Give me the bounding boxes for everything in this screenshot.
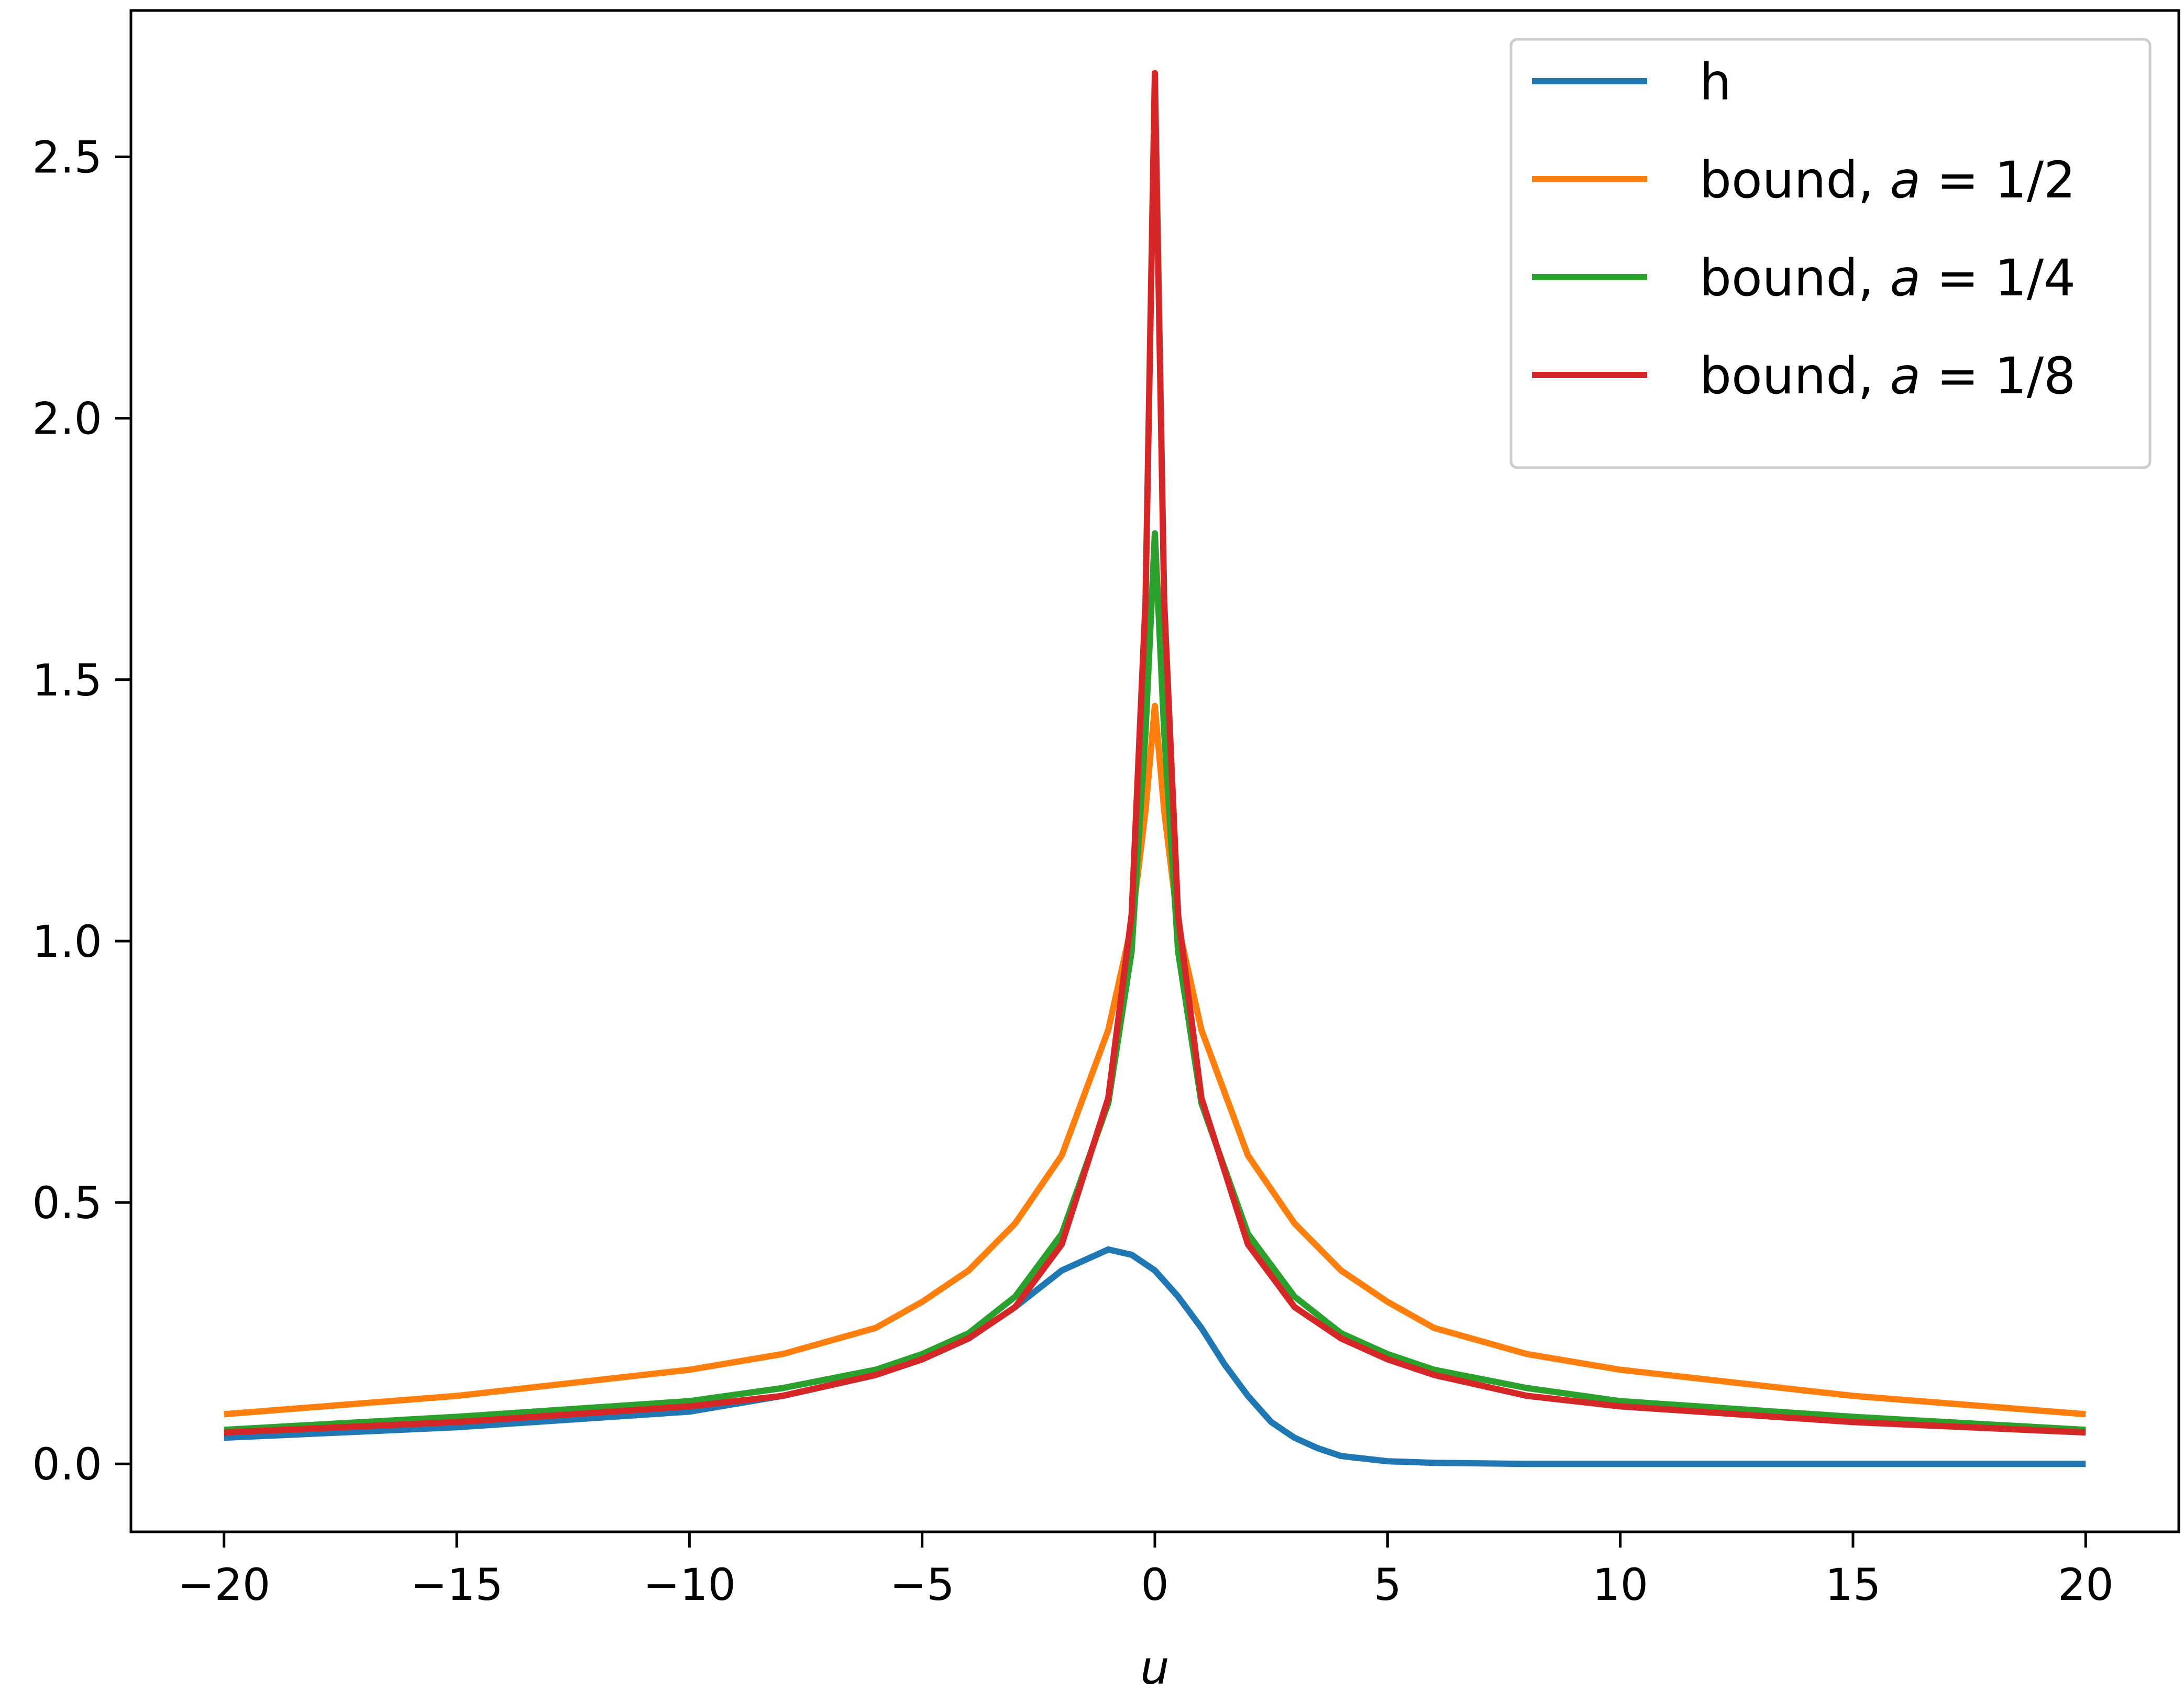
legend-label-prefix: bound,: [1700, 249, 1890, 307]
y-tick-label: 1.0: [32, 916, 102, 967]
legend-label-value: = 1/8: [1921, 347, 2076, 405]
legend-label-0: h: [1700, 53, 1731, 112]
x-tick-label: −5: [890, 1559, 955, 1610]
series-line-1: [224, 702, 2086, 1418]
y-axis-ticks: 0.0 0.5 1.0 1.5 2.0 2.5: [32, 132, 131, 1490]
legend-label-var: a: [1890, 151, 1921, 209]
x-tick-label: −10: [643, 1559, 736, 1610]
legend-label-2: bound, a = 1/4: [1700, 249, 2076, 307]
x-axis-label: u: [1140, 1641, 1170, 1695]
plot-lines: [224, 70, 2086, 1467]
x-axis-ticks: −20 −15 −10 −5 0 5 10 15 20: [178, 1532, 2114, 1610]
legend-label-prefix: h: [1700, 53, 1731, 112]
legend-label-var: a: [1890, 249, 1921, 307]
legend-label-prefix: bound,: [1700, 347, 1890, 405]
legend-label-value: = 1/4: [1921, 249, 2076, 307]
x-tick-label: 0: [1141, 1559, 1168, 1610]
y-tick-label: 2.0: [32, 393, 102, 445]
x-tick-label: 10: [1592, 1559, 1648, 1610]
series-line-2: [224, 530, 2086, 1433]
y-tick-label: 0.5: [32, 1177, 102, 1229]
y-tick-label: 1.5: [32, 655, 102, 706]
legend-label-var: a: [1890, 347, 1921, 405]
x-tick-label: −20: [178, 1559, 270, 1610]
x-tick-label: 5: [1374, 1559, 1402, 1610]
x-tick-label: 20: [2058, 1559, 2114, 1610]
y-tick-label: 2.5: [32, 132, 102, 183]
legend-label-1: bound, a = 1/2: [1700, 151, 2076, 209]
x-tick-label: 15: [1825, 1559, 1881, 1610]
legend-label-prefix: bound,: [1700, 151, 1890, 209]
x-tick-label: −15: [410, 1559, 503, 1610]
y-tick-label: 0.0: [32, 1439, 102, 1490]
legend-label-3: bound, a = 1/8: [1700, 347, 2076, 405]
legend-label-value: = 1/2: [1921, 151, 2076, 209]
series-line-3: [224, 70, 2086, 1436]
legend-box: [1509, 38, 2152, 469]
